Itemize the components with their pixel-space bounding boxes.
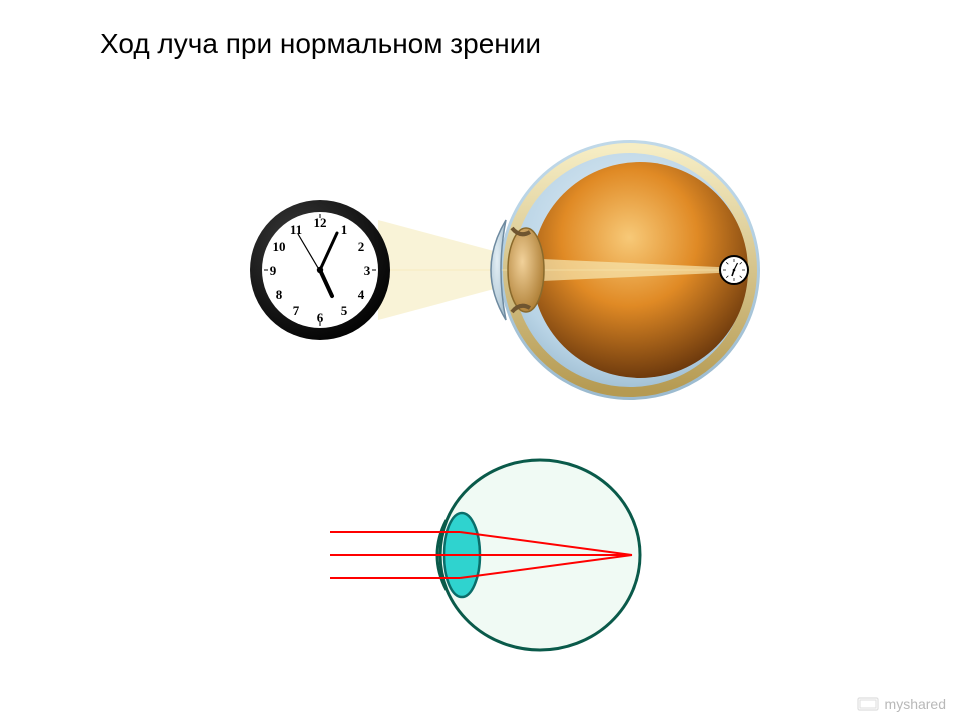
watermark-icon (857, 696, 879, 712)
watermark-text: myshared (885, 696, 946, 712)
svg-text:7: 7 (293, 303, 300, 318)
svg-text:9: 9 (270, 263, 277, 278)
eye-schematic-svg (310, 440, 670, 670)
svg-text:4: 4 (358, 287, 365, 302)
svg-text:5: 5 (341, 303, 348, 318)
clock-icon: 12 1 2 3 4 5 6 7 8 9 10 11 (250, 200, 390, 340)
svg-text:3: 3 (364, 263, 371, 278)
svg-text:11: 11 (290, 222, 302, 237)
svg-text:8: 8 (276, 287, 283, 302)
svg-text:10: 10 (273, 239, 286, 254)
svg-text:1: 1 (341, 222, 348, 237)
svg-text:2: 2 (358, 239, 365, 254)
top-eye-diagram: 12 1 2 3 4 5 6 7 8 9 10 11 (200, 120, 800, 400)
bottom-eye-schematic (310, 440, 670, 670)
eye-cross-section-svg: 12 1 2 3 4 5 6 7 8 9 10 11 (200, 120, 800, 400)
watermark: myshared (857, 696, 946, 712)
page-title: Ход луча при нормальном зрении (100, 28, 541, 60)
eye-lens (508, 228, 544, 312)
retina-image-icon (720, 256, 748, 284)
